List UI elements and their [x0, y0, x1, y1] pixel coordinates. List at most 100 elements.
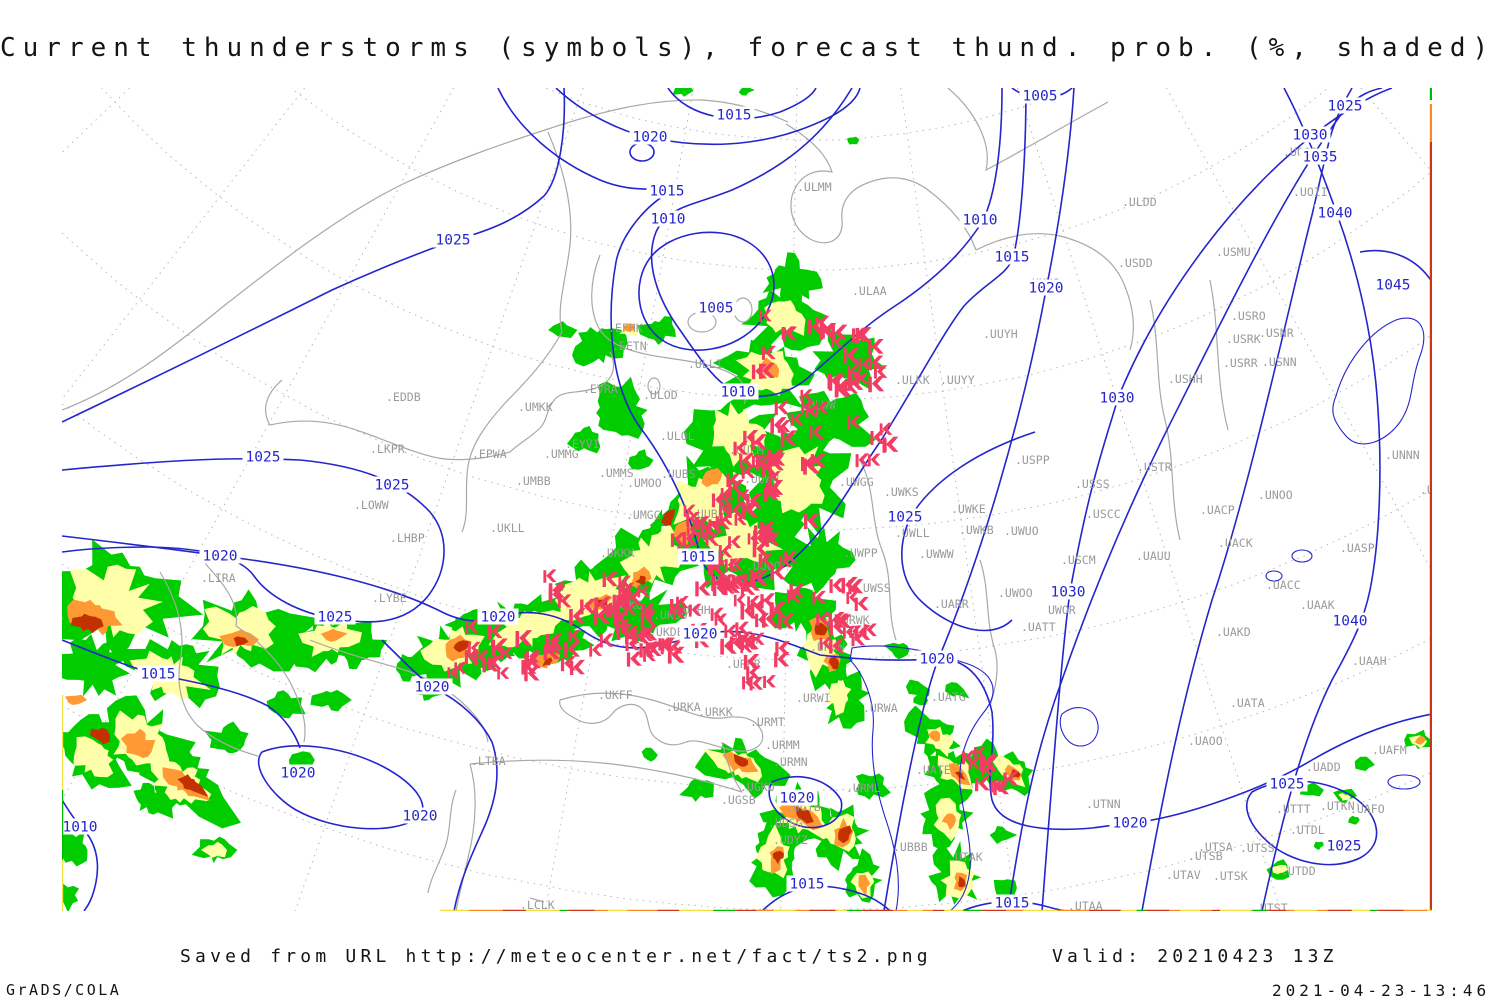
svg-text:.LTBA: .LTBA [471, 754, 506, 768]
svg-text:1015: 1015 [681, 550, 716, 566]
svg-text:1010: 1010 [651, 212, 686, 228]
svg-text:1010: 1010 [721, 385, 756, 401]
svg-text:.URML: .URML [846, 781, 881, 795]
svg-text:.UNBB: .UNBB [1420, 483, 1455, 497]
svg-text:.EDDB: .EDDB [386, 390, 421, 404]
svg-text:.UTSK: .UTSK [1213, 869, 1248, 883]
svg-text:1005: 1005 [699, 301, 734, 317]
svg-text:1030: 1030 [1051, 585, 1086, 601]
svg-text:1015: 1015 [650, 184, 685, 200]
svg-text:.UMBB: .UMBB [516, 474, 551, 488]
svg-text:.EYVI: .EYVI [565, 437, 600, 451]
svg-text:.UADD: .UADD [1306, 760, 1341, 774]
svg-text:1025: 1025 [246, 450, 281, 466]
svg-text:.USTR: .USTR [1137, 460, 1172, 474]
svg-text:.UWGG: .UWGG [839, 475, 874, 489]
svg-text:.USRK: .USRK [1226, 332, 1261, 346]
svg-text:.UKKK: .UKKK [600, 546, 635, 560]
svg-text:.LKPR: .LKPR [370, 442, 405, 456]
svg-text:1015: 1015 [717, 108, 752, 124]
svg-text:1025: 1025 [375, 478, 410, 494]
svg-text:.UTNN: .UTNN [1086, 797, 1121, 811]
svg-text:.ULOD: .ULOD [643, 388, 678, 402]
svg-text:.URMT: .URMT [750, 715, 785, 729]
prob-layer-darkred [70, 509, 1021, 888]
map-title: Current thunderstorms (symbols), forecas… [0, 33, 1496, 63]
footer-timestamp: 2021-04-23-13:46 [1272, 981, 1491, 1000]
svg-text:.UACP: .UACP [1200, 503, 1235, 517]
svg-text:.USRO: .USRO [1231, 309, 1266, 323]
svg-text:.UWPP: .UWPP [843, 546, 878, 560]
svg-text:1025: 1025 [1328, 99, 1363, 115]
svg-text:1025: 1025 [1327, 839, 1362, 855]
svg-text:.UWKS: .UWKS [884, 485, 919, 499]
prob-layer-green [62, 88, 1432, 911]
svg-text:1020: 1020 [203, 549, 238, 565]
svg-text:.UBBB: .UBBB [893, 840, 928, 854]
svg-text:.UNNN: .UNNN [1385, 448, 1420, 462]
svg-text:1025: 1025 [888, 510, 923, 526]
isobar-labels: 1005 1005 1010 1010 1010 1010 1015 1015 1015 1015… [62, 88, 1414, 912]
svg-text:.ULAA: .ULAA [852, 284, 887, 298]
svg-text:.UKLL: .UKLL [490, 521, 525, 535]
svg-text:.UTDL: .UTDL [1290, 823, 1325, 837]
svg-text:.UUEM: .UUEM [729, 443, 764, 457]
svg-text:.URKK: .URKK [698, 705, 733, 719]
map-layers: .ULMM.ULAA.UUYS.UUYH.ULKK.UUYY.USDD.ULDD… [62, 88, 1455, 912]
svg-text:1040: 1040 [1318, 206, 1353, 222]
svg-text:1015: 1015 [141, 667, 176, 683]
station-labels: .ULMM.ULAA.UUYS.UUYH.ULKK.UUYY.USDD.ULDD… [201, 145, 1455, 911]
svg-text:.UTKN: .UTKN [1320, 799, 1355, 813]
svg-text:.UGSB: .UGSB [721, 793, 756, 807]
svg-text:.UNOO: .UNOO [1258, 488, 1293, 502]
svg-text:.UAOO: .UAOO [1188, 734, 1223, 748]
svg-text:.EFHK: .EFHK [608, 321, 643, 335]
svg-text:.UKFF: .UKFF [598, 688, 633, 702]
svg-text:.LHBP: .LHBP [390, 531, 425, 545]
svg-text:.UAAH: .UAAH [1352, 654, 1387, 668]
svg-text:1020: 1020 [920, 652, 955, 668]
svg-text:1020: 1020 [1113, 816, 1148, 832]
svg-text:1025: 1025 [436, 233, 471, 249]
svg-text:.UTSS: .UTSS [1240, 841, 1275, 855]
svg-text:1020: 1020 [415, 680, 450, 696]
svg-text:1015: 1015 [995, 896, 1030, 912]
svg-text:1010: 1010 [63, 820, 98, 836]
svg-text:.UMOO: .UMOO [627, 476, 662, 490]
svg-text:.UACC: .UACC [1266, 578, 1301, 592]
svg-text:.UMMG: .UMMG [544, 447, 579, 461]
svg-text:.UACK: .UACK [1218, 536, 1253, 550]
svg-text:.UWLL: .UWLL [895, 526, 930, 540]
svg-text:1015: 1015 [790, 877, 825, 893]
svg-text:.UTSB: .UTSB [1188, 849, 1223, 863]
svg-text:.UMGG: .UMGG [626, 508, 661, 522]
svg-text:.USNR: .USNR [1259, 326, 1294, 340]
coastlines [62, 88, 1229, 911]
svg-text:.USPP: .USPP [1015, 453, 1050, 467]
svg-text:1045: 1045 [1376, 278, 1411, 294]
svg-text:1020: 1020 [403, 809, 438, 825]
svg-text:.UMKK: .UMKK [518, 400, 553, 414]
svg-text:.UGKO: .UGKO [740, 780, 775, 794]
svg-text:.UATA: .UATA [1230, 696, 1265, 710]
svg-text:.UATT: .UATT [1021, 620, 1056, 634]
map-border [62, 88, 1432, 911]
svg-text:.ULMM: .ULMM [797, 180, 832, 194]
svg-text:.UUYY: .UUYY [940, 373, 975, 387]
svg-text:1020: 1020 [1029, 281, 1064, 297]
svg-text:1015: 1015 [995, 250, 1030, 266]
svg-text:.URMM: .URMM [765, 738, 800, 752]
svg-text:1025: 1025 [318, 610, 353, 626]
svg-text:1035: 1035 [1303, 150, 1338, 166]
svg-text:.UUBS: .UUBS [661, 467, 696, 481]
svg-text:.UTAV: .UTAV [1166, 868, 1201, 882]
svg-text:.USHH: .USHH [1168, 372, 1203, 386]
svg-text:1020: 1020 [633, 130, 668, 146]
footer-valid-time: Valid: 20210423 13Z [1052, 946, 1338, 967]
svg-text:.LYBE: .LYBE [372, 591, 407, 605]
svg-text:1030: 1030 [1100, 391, 1135, 407]
svg-text:.UKDE: .UKDE [649, 625, 684, 639]
svg-text:.UTTT: .UTTT [1276, 802, 1311, 816]
svg-text:.UWOO: .UWOO [998, 586, 1033, 600]
